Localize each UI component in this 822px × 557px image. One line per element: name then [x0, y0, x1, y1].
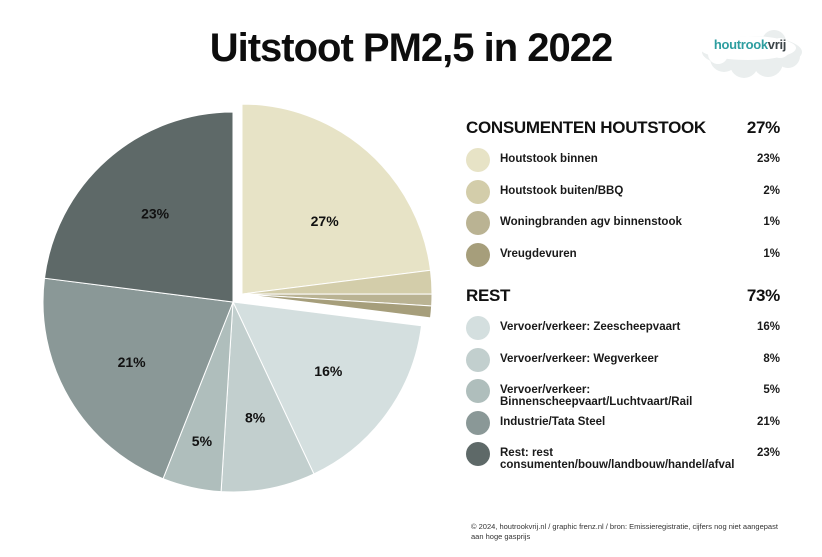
pie-slice-rest-rest-consumenten-bouw-landbouw-handel-afval [43, 111, 234, 303]
logo-word-vrij: vrij [767, 37, 787, 52]
legend-swatch [466, 347, 490, 372]
legend-value: 1% [763, 216, 780, 228]
legend-label: Woningbranden agv binnenstook [500, 216, 682, 228]
slice-label: 21% [118, 354, 147, 370]
pie-slice-vervoer-verkeer-wegverkeer [220, 301, 315, 493]
pie-chart: 27% 16% 8% 5% 21% 23% [42, 103, 433, 493]
legend-value: 2% [763, 184, 780, 197]
slice-label: 23% [141, 206, 170, 222]
legend-label: Vervoer/verkeer: Zeescheepvaart [500, 321, 681, 333]
slice-label: 8% [245, 410, 266, 426]
legend-swatch [466, 379, 490, 403]
legend-swatch [466, 410, 490, 435]
slice-label: 16% [314, 363, 343, 379]
legend-swatch [466, 316, 490, 340]
legend-value: 8% [763, 352, 780, 365]
legend-value: 5% [763, 384, 780, 396]
legend-group-total: 27% [746, 118, 780, 137]
legend-item-vervoer-verkeer-wegverkeer: Vervoer/verkeer: Wegverkeer 8% [466, 347, 780, 374]
legend-label: Vervoer/verkeer: Wegverkeer [500, 352, 659, 365]
legend-value: 23% [756, 447, 780, 459]
legend-item-vervoer-verkeer-zeescheepvaart: Vervoer/verkeer: Zeescheepvaart 16% [466, 316, 780, 342]
legend-label: Vervoer/verkeer: Binnenscheepvaart/Lucht… [500, 384, 693, 408]
cloud-icon [700, 30, 802, 78]
legend-value: 21% [756, 415, 780, 428]
legend-swatch [466, 211, 490, 235]
legend-swatch [466, 242, 490, 267]
legend-group-title: CONSUMENTEN HOUTSTOOK [466, 118, 706, 137]
legend-group-total: 73% [746, 286, 780, 305]
legend-group-rest: REST 73% [466, 286, 780, 310]
legend-label: Industrie/Tata Steel [500, 415, 606, 428]
logo-wordmark: houtrookvrij [694, 37, 806, 52]
source-line-2: aan hoge gasprijs [471, 532, 531, 541]
pie-slice-industrie-tata-steel [42, 277, 234, 480]
legend-value: 16% [756, 321, 780, 333]
pie-slice-houtstook-binnen [241, 103, 432, 295]
legend-item-vreugdevuren: Vreugdevuren 1% [466, 242, 780, 269]
pie-slice-vervoer-verkeer-zeescheepvaart [232, 301, 423, 475]
legend-group-consumenten-houtstook: CONSUMENTEN HOUTSTOOK 27% [466, 118, 780, 142]
legend-label: Houtstook binnen [500, 153, 598, 165]
legend-swatch [466, 179, 490, 204]
legend-value: 23% [756, 153, 780, 165]
houtrookvrij-logo: houtrookvrij [694, 22, 806, 86]
legend-swatch [466, 148, 490, 172]
logo-word-houtrook: houtrook [713, 37, 768, 52]
legend-value: 1% [763, 247, 780, 260]
chart-title: Uitstoot PM2,5 in 2022 [209, 26, 614, 70]
legend-item-woningbranden-agv-binnenstook: Woningbranden agv binnenstook 1% [466, 211, 780, 237]
pie-slice-vreugdevuren [241, 293, 433, 319]
source-footer: © 2024, houtrookvrij.nl / graphic frenz.… [471, 522, 811, 542]
legend-group-title: REST [466, 286, 511, 305]
legend-item-rest-rest-consumenten-bouw-landbouw-handel-afval: Rest: rest consumenten/bouw/landbouw/han… [466, 442, 780, 471]
slice-label: 5% [192, 433, 213, 449]
legend-item-industrie-tata-steel: Industrie/Tata Steel 21% [466, 410, 780, 437]
slice-label: 27% [311, 213, 340, 229]
legend-label: Houtstook buiten/BBQ [500, 184, 624, 197]
legend-item-houtstook-binnen: Houtstook binnen 23% [466, 148, 780, 174]
legend-label: Rest: rest consumenten/bouw/landbouw/han… [500, 447, 735, 471]
legend-item-vervoer-verkeer-binnenscheepvaart-luchtvaart-rail: Vervoer/verkeer: Binnenscheepvaart/Lucht… [466, 379, 780, 408]
legend-item-houtstook-buiten-bbq: Houtstook buiten/BBQ 2% [466, 179, 780, 206]
legend-swatch [466, 442, 490, 466]
source-line-1: © 2024, houtrookvrij.nl / graphic frenz.… [471, 522, 778, 531]
legend-label: Vreugdevuren [500, 247, 577, 260]
